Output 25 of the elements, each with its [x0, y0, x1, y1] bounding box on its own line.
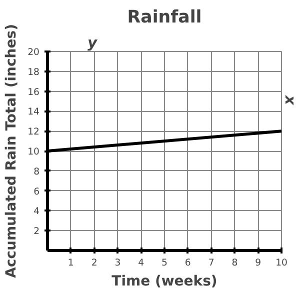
text: y	[88, 34, 98, 52]
x-tick-label: 9	[255, 258, 262, 268]
x-tick-label: 6	[184, 258, 191, 268]
y-axis-title: Accumulated Rain Total (inches)	[4, 24, 20, 278]
y-tick-label: 16	[28, 86, 40, 98]
y-tick-label: 18	[28, 66, 40, 78]
x-tick-label: 10	[276, 258, 288, 268]
y-tick-label: 20	[28, 47, 40, 58]
y-tick-label: 10	[28, 146, 40, 158]
x-tick-label: 4	[138, 258, 144, 268]
y-tick-label: 4	[34, 206, 40, 218]
y-tick-label: 12	[28, 126, 40, 138]
chart-title: Rainfall	[127, 8, 202, 28]
y-tick-label: 6	[34, 186, 40, 198]
x-tick-label: 1	[68, 258, 74, 268]
x-axis-title: Time (weeks)	[112, 274, 218, 290]
x-tick-label: 5	[162, 258, 168, 268]
x-tick-label: 2	[91, 258, 98, 268]
x-tick-label: 3	[114, 258, 121, 268]
y-tick-label: 2	[34, 226, 40, 238]
y-tick-label: 14	[28, 106, 40, 118]
x-tick-label: 8	[232, 258, 238, 268]
x-tick-label: 7	[208, 258, 214, 268]
annotation: x	[282, 94, 298, 106]
y-tick-label: 8	[34, 166, 40, 178]
